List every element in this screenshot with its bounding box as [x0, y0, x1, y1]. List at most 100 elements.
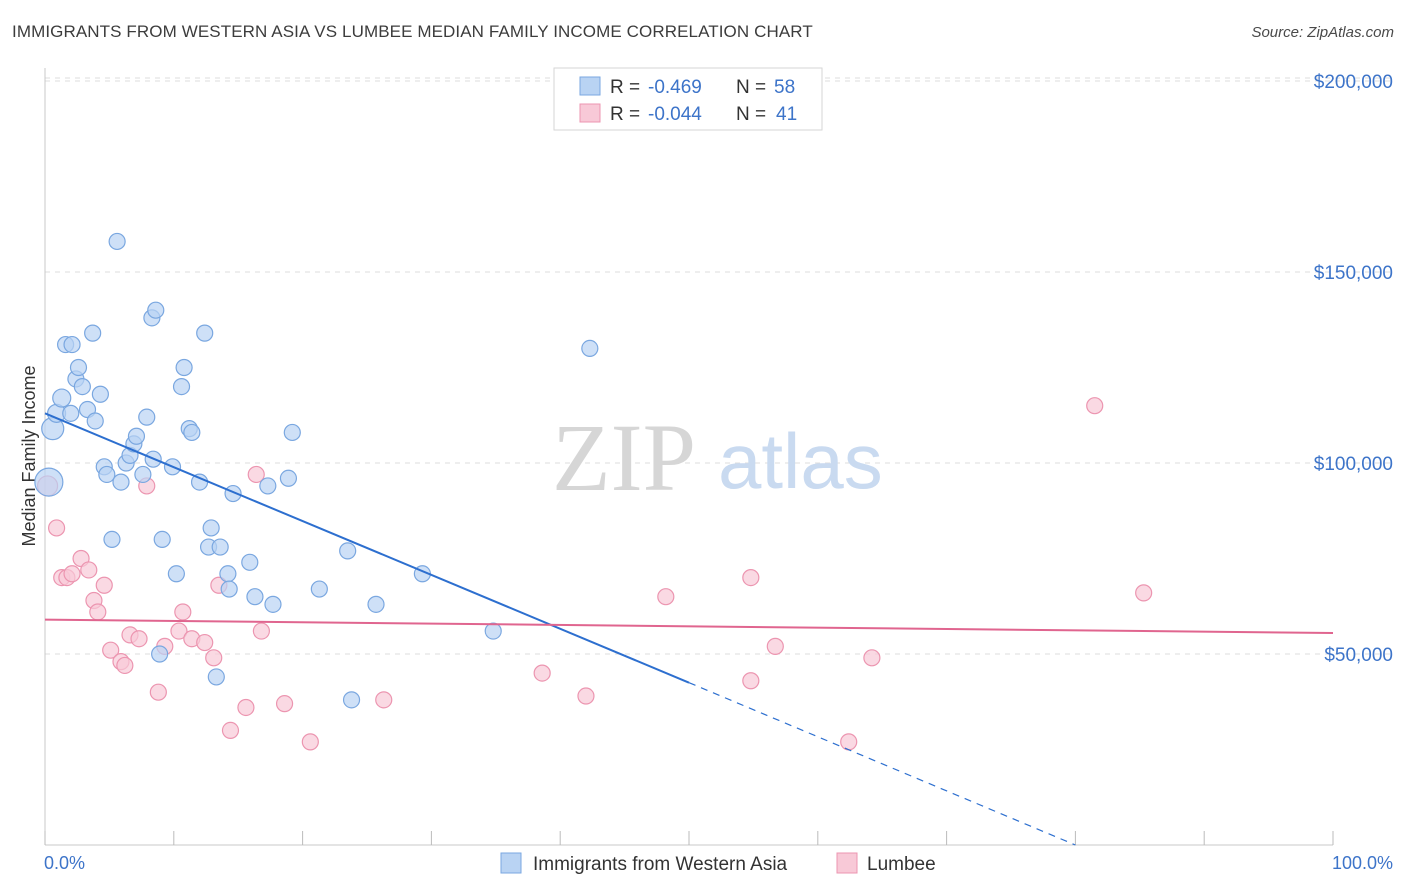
lumbee-point-10	[102, 641, 120, 659]
western-asia-point-16	[103, 530, 121, 549]
y-tick-label-1: $100,000	[1314, 454, 1393, 475]
western-asia-point-33	[175, 358, 193, 377]
trend-lines	[44, 412, 1334, 846]
y-tick-label-3: $200,000	[1314, 72, 1393, 93]
lumbee-point-31	[533, 664, 551, 682]
lumbee-point-4	[63, 565, 81, 583]
western-asia-point-23	[134, 465, 152, 484]
western-asia-point-35	[183, 423, 201, 442]
y-tick-label-2: $150,000	[1314, 263, 1393, 284]
western-asia-point-54	[367, 595, 385, 613]
lumbee-point-40	[1135, 584, 1153, 602]
lumbee-point-22	[205, 649, 223, 667]
western-asia-point-43	[220, 580, 238, 598]
western-asia-point-0	[34, 467, 64, 497]
western-asia-point-46	[246, 588, 264, 606]
lumbee-trend-line	[44, 618, 1334, 634]
lumbee-point-26	[247, 465, 265, 484]
western-asia-point-39	[202, 519, 220, 537]
western-asia-point-47	[259, 477, 277, 495]
western-asia-point-8	[69, 358, 88, 377]
western-asia-point-13	[91, 385, 109, 403]
bottom-legend-label-western-asia: Immigrants from Western Asia	[533, 854, 788, 875]
western-asia-point-50	[283, 423, 301, 442]
lumbee-point-19	[174, 603, 192, 621]
legend-r-value-1: -0.469	[648, 77, 702, 98]
lumbee-point-1	[47, 519, 66, 537]
lumbee-point-38	[863, 649, 881, 667]
western-asia-point-12	[86, 412, 104, 430]
western-asia-point-18	[112, 473, 130, 491]
lumbee-point-8	[89, 603, 107, 621]
watermark: ZIP atlas	[552, 404, 883, 511]
legend-r-value-2: -0.044	[648, 104, 702, 125]
watermark-atlas: atlas	[718, 417, 883, 505]
western-asia-point-57	[581, 339, 599, 357]
x-ticks	[44, 831, 1334, 845]
western-asia-point-51	[310, 580, 328, 598]
lumbee-point-25	[237, 698, 255, 717]
lumbee-point-35	[742, 672, 760, 690]
lumbee-point-39	[1086, 397, 1104, 415]
western-asia-point-56	[484, 622, 502, 640]
lumbee-point-36	[766, 637, 784, 655]
western-asia-point-37	[196, 324, 214, 342]
lumbee-point-34	[742, 568, 760, 587]
lumbee-point-27	[252, 622, 270, 640]
legend-r-label-1: R =	[610, 77, 640, 98]
lumbee-point-12	[116, 656, 134, 675]
y-tick-label-0: $50,000	[1324, 645, 1393, 666]
legend-swatch-western-asia	[579, 76, 601, 96]
western-asia-point-27	[147, 301, 165, 319]
bottom-legend-label-lumbee: Lumbee	[867, 854, 936, 875]
western-asia-point-5	[62, 404, 80, 422]
legend-n-label-2: N =	[736, 104, 766, 125]
western-asia-point-24	[138, 408, 156, 426]
bottom-legend-swatch-lumbee	[836, 852, 858, 874]
lumbee-point-28	[275, 695, 294, 713]
lumbee-points	[36, 397, 1153, 751]
source-label: Source: ZipAtlas.com	[1251, 24, 1394, 41]
x-tick-label-min: 0.0%	[44, 853, 85, 873]
western-asia-trend-line	[44, 412, 690, 684]
western-asia-point-49	[279, 469, 298, 487]
western-asia-point-41	[211, 538, 229, 556]
x-tick-label-max: 100.0%	[1332, 853, 1393, 873]
western-asia-point-29	[153, 530, 171, 549]
bottom-legend: Immigrants from Western Asia Lumbee	[500, 852, 936, 875]
western-asia-point-42	[219, 565, 237, 583]
western-asia-point-22	[127, 427, 146, 445]
western-asia-point-53	[342, 691, 361, 709]
western-asia-point-11	[84, 324, 102, 342]
western-asia-point-28	[151, 645, 169, 663]
chart-title: IMMIGRANTS FROM WESTERN ASIA VS LUMBEE M…	[12, 22, 813, 41]
legend-swatch-lumbee	[579, 103, 601, 123]
western-asia-point-15	[98, 465, 116, 484]
legend-n-value-2: 41	[776, 104, 797, 125]
lumbee-point-32	[577, 687, 595, 705]
legend-n-label-1: N =	[736, 77, 766, 98]
western-asia-point-6	[63, 335, 81, 354]
western-asia-point-45	[241, 553, 259, 571]
lumbee-point-30	[375, 691, 393, 709]
lumbee-point-16	[149, 683, 167, 701]
lumbee-point-29	[301, 733, 319, 751]
lumbee-point-6	[80, 561, 98, 579]
lumbee-point-37	[840, 733, 858, 751]
legend-n-value-1: 58	[774, 77, 795, 98]
x-tick-labels: 0.0% 100.0%	[44, 853, 1393, 873]
western-asia-point-52	[339, 542, 357, 560]
western-asia-point-32	[172, 378, 191, 396]
y-axis-label: Median Family Income	[19, 365, 39, 546]
western-asia-point-17	[108, 232, 126, 251]
western-asia-trend-extension	[688, 682, 1076, 846]
lumbee-point-21	[196, 633, 214, 652]
y-tick-labels: $50,000 $100,000 $150,000 $200,000	[1314, 72, 1393, 666]
western-asia-points	[34, 232, 599, 709]
lumbee-point-9	[95, 576, 113, 594]
watermark-zip: ZIP	[552, 404, 696, 511]
lumbee-point-33	[657, 588, 675, 606]
legend-r-label-2: R =	[610, 104, 640, 125]
bottom-legend-swatch-western-asia	[500, 852, 522, 874]
